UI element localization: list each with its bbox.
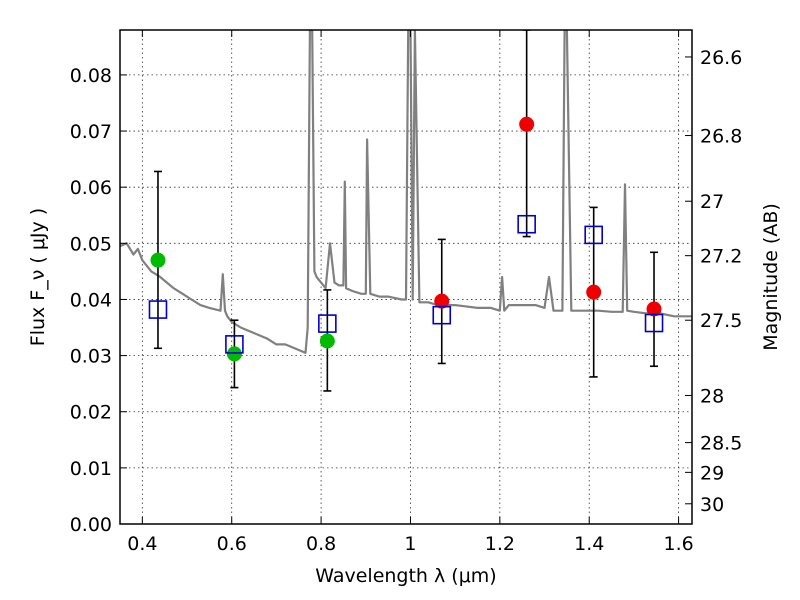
y2-tick-label: 29 [700, 462, 724, 484]
y-tick-label: 0.07 [70, 121, 112, 143]
green-data-point [226, 346, 242, 362]
green-data-point [319, 333, 335, 349]
y-axis-label: Flux F_ν ( μJy ) [27, 208, 49, 346]
x-tick-label: 1.2 [485, 533, 515, 555]
x-tick-label: 0.6 [217, 533, 247, 555]
y-tick-label: 0.05 [70, 233, 112, 255]
spectrum-line [120, 30, 692, 354]
model-square-marker [148, 300, 168, 319]
spectrum-polyline [120, 30, 692, 354]
y2-axis-label: Magnitude (AB) [760, 203, 782, 351]
model-square-marker [584, 225, 603, 245]
green-data-point [150, 252, 166, 268]
y2-tick-label: 26.8 [700, 126, 742, 148]
y2-tick-label: 27.5 [700, 310, 742, 332]
y-tick-label: 0.00 [70, 514, 112, 536]
y2-tick-label: 28 [700, 385, 724, 407]
x-axis-label: Wavelength λ (μm) [315, 565, 496, 587]
data-markers [148, 116, 664, 362]
model-square-marker [517, 214, 536, 234]
y-tick-label: 0.08 [70, 65, 112, 87]
x-tick-label: 0.8 [306, 533, 336, 555]
y2-tick-label: 28.5 [700, 433, 742, 455]
y2-tick-label: 27 [700, 191, 724, 213]
x-tick-label: 1.4 [574, 533, 604, 555]
x-axis-ticks: 0.4 0.6 0.8 1 1.2 1.4 1.6 [127, 30, 694, 555]
y2-tick-label: 30 [700, 494, 724, 516]
y-tick-label: 0.02 [70, 402, 112, 424]
y-tick-label: 0.04 [70, 289, 112, 311]
y-tick-label: 0.01 [70, 458, 112, 480]
y-axis-ticks: 0.00 0.01 0.02 0.03 0.04 0.05 0.06 0.07 0.08 [70, 65, 127, 536]
x-tick-label: 0.4 [127, 533, 157, 555]
x-tick-label: 1.6 [663, 533, 693, 555]
model-square-marker [318, 314, 337, 333]
red-data-point [519, 116, 535, 132]
red-data-point [586, 284, 602, 300]
model-square-marker [432, 305, 452, 325]
y2-axis-ticks: 26.6 26.8 27 27.2 27.5 28 28.5 29 30 [685, 47, 742, 516]
red-data-point [646, 301, 662, 317]
x-tick-label: 1 [404, 533, 416, 555]
model-square-marker [225, 335, 244, 354]
y2-tick-label: 26.6 [700, 47, 742, 69]
model-square-marker [644, 313, 664, 333]
red-data-point [434, 293, 450, 309]
y2-tick-label: 27.2 [700, 246, 742, 268]
y-tick-label: 0.03 [70, 346, 112, 368]
y-tick-label: 0.06 [70, 177, 112, 199]
plot-frame [119, 29, 693, 525]
